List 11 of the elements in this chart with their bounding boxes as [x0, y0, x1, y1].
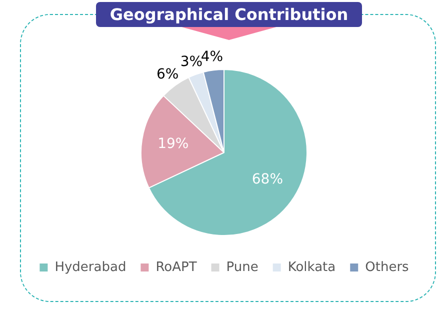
legend-label: Hyderabad: [54, 260, 126, 275]
legend-label: Kolkata: [288, 260, 336, 275]
legend-label: RoAPT: [156, 260, 197, 275]
chart-title: Geographical Contribution: [96, 2, 362, 27]
data-label: 6%: [156, 66, 179, 82]
data-label: 4%: [200, 48, 224, 65]
data-label: 3%: [180, 54, 203, 70]
data-label: 19%: [158, 136, 189, 152]
data-label: 68%: [252, 172, 284, 188]
legend-label: Others: [365, 260, 410, 275]
legend-label: Pune: [226, 260, 258, 275]
